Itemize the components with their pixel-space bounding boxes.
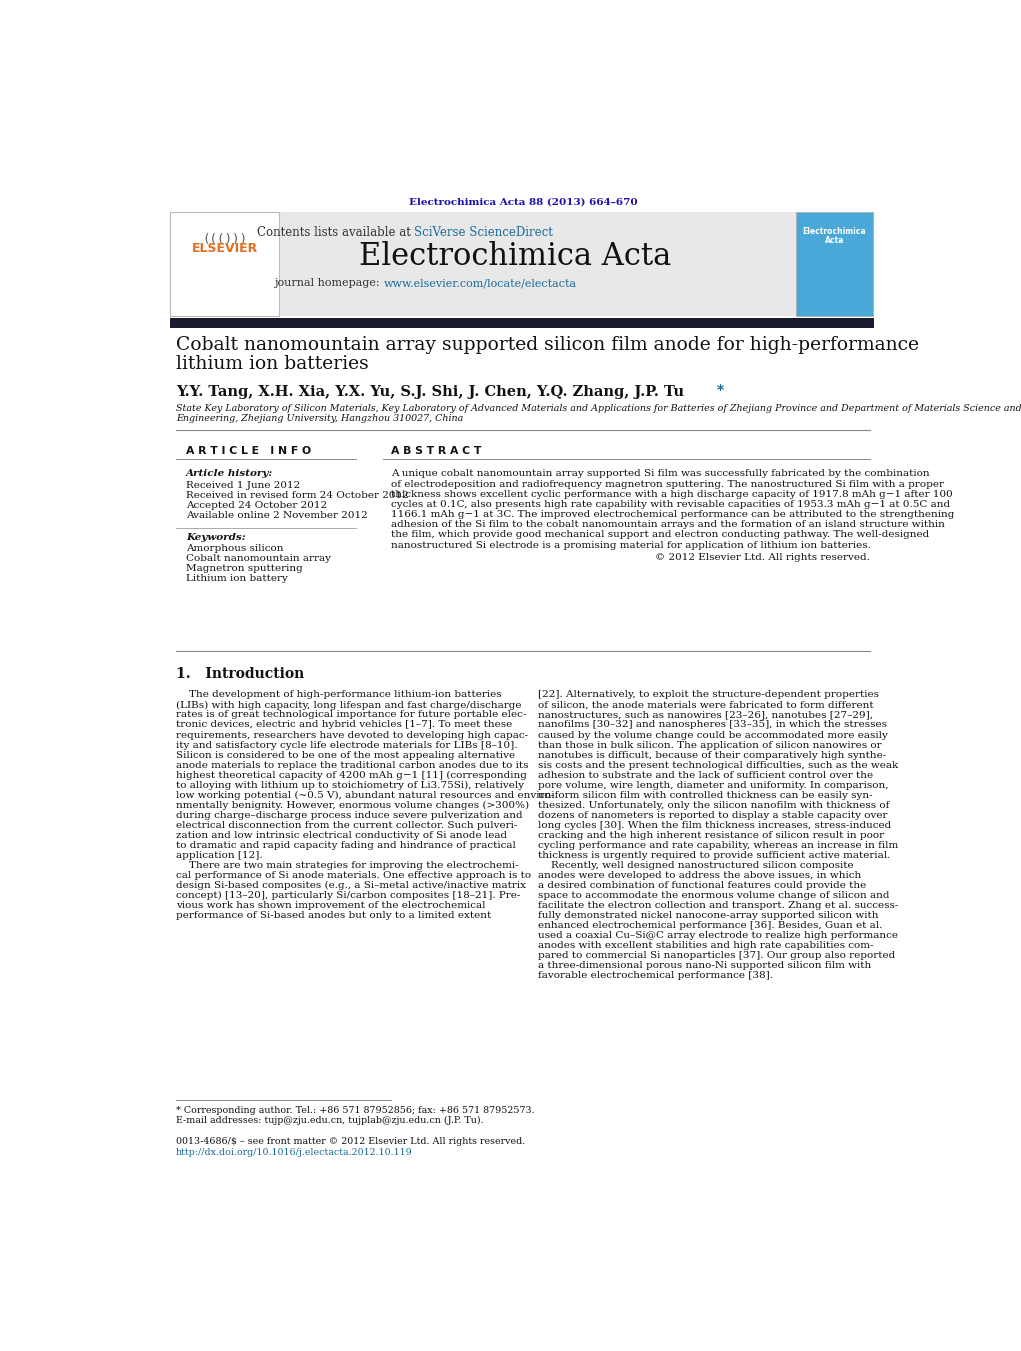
Text: http://dx.doi.org/10.1016/j.electacta.2012.10.119: http://dx.doi.org/10.1016/j.electacta.20… (176, 1148, 412, 1156)
FancyBboxPatch shape (171, 212, 279, 316)
Text: Acta: Acta (825, 236, 844, 245)
Text: A B S T R A C T: A B S T R A C T (391, 446, 482, 455)
Text: of electrodeposition and radiofrequency magnetron sputtering. The nanostructured: of electrodeposition and radiofrequency … (391, 480, 944, 489)
Text: [22]. Alternatively, to exploit the structure-dependent properties: [22]. Alternatively, to exploit the stru… (538, 690, 879, 700)
Text: vious work has shown improvement of the electrochemical: vious work has shown improvement of the … (176, 901, 485, 909)
Text: (LIBs) with high capacity, long lifespan and fast charge/discharge: (LIBs) with high capacity, long lifespan… (176, 700, 521, 709)
Text: lithium ion batteries: lithium ion batteries (176, 355, 369, 373)
Text: ity and satisfactory cycle life electrode materials for LIBs [8–10].: ity and satisfactory cycle life electrod… (176, 740, 518, 750)
Text: the film, which provide good mechanical support and electron conducting pathway.: the film, which provide good mechanical … (391, 531, 929, 539)
Text: Article history:: Article history: (186, 469, 273, 478)
Text: space to accommodate the enormous volume change of silicon and: space to accommodate the enormous volume… (538, 890, 890, 900)
Text: anode materials to replace the traditional carbon anodes due to its: anode materials to replace the tradition… (176, 761, 528, 770)
Text: Cobalt nanomountain array: Cobalt nanomountain array (186, 554, 331, 563)
Text: Received in revised form 24 October 2012: Received in revised form 24 October 2012 (186, 490, 408, 500)
Text: The development of high-performance lithium-ion batteries: The development of high-performance lith… (176, 690, 501, 700)
Text: of silicon, the anode materials were fabricated to form different: of silicon, the anode materials were fab… (538, 700, 874, 709)
Text: pared to commercial Si nanoparticles [37]. Our group also reported: pared to commercial Si nanoparticles [37… (538, 951, 895, 959)
Text: anodes were developed to address the above issues, in which: anodes were developed to address the abo… (538, 870, 862, 880)
Text: SciVerse ScienceDirect: SciVerse ScienceDirect (415, 227, 553, 239)
Text: performance of Si-based anodes but only to a limited extent: performance of Si-based anodes but only … (176, 911, 491, 920)
Text: A R T I C L E   I N F O: A R T I C L E I N F O (186, 446, 310, 455)
Text: nanostructures, such as nanowires [23–26], nanotubes [27–29],: nanostructures, such as nanowires [23–26… (538, 711, 873, 720)
Text: than those in bulk silicon. The application of silicon nanowires or: than those in bulk silicon. The applicat… (538, 740, 882, 750)
Text: cal performance of Si anode materials. One effective approach is to: cal performance of Si anode materials. O… (176, 870, 531, 880)
Text: low working potential (~0.5 V), abundant natural resources and enviro-: low working potential (~0.5 V), abundant… (176, 790, 554, 800)
Text: 1166.1 mAh g−1 at 3C. The improved electrochemical performance can be attributed: 1166.1 mAh g−1 at 3C. The improved elect… (391, 511, 955, 519)
Text: concept) [13–20], particularly Si/carbon composites [18–21]. Pre-: concept) [13–20], particularly Si/carbon… (176, 890, 520, 900)
Text: zation and low intrinsic electrical conductivity of Si anode lead: zation and low intrinsic electrical cond… (176, 831, 506, 839)
Text: *: * (717, 384, 724, 397)
Text: Electrochimica: Electrochimica (803, 227, 866, 236)
Text: ((())): ((())) (202, 232, 247, 246)
Text: dozens of nanometers is reported to display a stable capacity over: dozens of nanometers is reported to disp… (538, 811, 888, 820)
Text: A unique cobalt nanomountain array supported Si film was successfully fabricated: A unique cobalt nanomountain array suppo… (391, 469, 930, 478)
Text: uniform silicon film with controlled thickness can be easily syn-: uniform silicon film with controlled thi… (538, 790, 873, 800)
Text: highest theoretical capacity of 4200 mAh g−1 [11] (corresponding: highest theoretical capacity of 4200 mAh… (176, 770, 527, 780)
Text: favorable electrochemical performance [38].: favorable electrochemical performance [3… (538, 971, 773, 979)
Text: journal homepage:: journal homepage: (275, 278, 383, 288)
Text: nanotubes is difficult, because of their comparatively high synthe-: nanotubes is difficult, because of their… (538, 751, 886, 759)
Text: enhanced electrochemical performance [36]. Besides, Guan et al.: enhanced electrochemical performance [36… (538, 920, 883, 929)
Text: used a coaxial Cu–Si@C array electrode to realize high performance: used a coaxial Cu–Si@C array electrode t… (538, 931, 898, 940)
Text: Lithium ion battery: Lithium ion battery (186, 574, 288, 584)
Text: thesized. Unfortunately, only the silicon nanofilm with thickness of: thesized. Unfortunately, only the silico… (538, 801, 889, 809)
Text: cracking and the high inherent resistance of silicon result in poor: cracking and the high inherent resistanc… (538, 831, 884, 839)
Text: nanostructured Si electrode is a promising material for application of lithium i: nanostructured Si electrode is a promisi… (391, 540, 871, 550)
Text: a desired combination of functional features could provide the: a desired combination of functional feat… (538, 881, 867, 890)
Text: application [12].: application [12]. (176, 851, 262, 859)
Text: Accepted 24 October 2012: Accepted 24 October 2012 (186, 501, 327, 511)
Text: Keywords:: Keywords: (186, 534, 245, 542)
Text: caused by the volume change could be accommodated more easily: caused by the volume change could be acc… (538, 731, 888, 739)
Text: Amorphous silicon: Amorphous silicon (186, 544, 283, 553)
Text: a three-dimensional porous nano-Ni supported silicon film with: a three-dimensional porous nano-Ni suppo… (538, 961, 872, 970)
Text: electrical disconnection from the current collector. Such pulveri-: electrical disconnection from the curren… (176, 820, 517, 830)
Text: Silicon is considered to be one of the most appealing alternative: Silicon is considered to be one of the m… (176, 751, 515, 759)
Text: Y.Y. Tang, X.H. Xia, Y.X. Yu, S.J. Shi, J. Chen, Y.Q. Zhang, J.P. Tu: Y.Y. Tang, X.H. Xia, Y.X. Yu, S.J. Shi, … (176, 385, 684, 399)
Text: long cycles [30]. When the film thickness increases, stress-induced: long cycles [30]. When the film thicknes… (538, 820, 891, 830)
Text: sis costs and the present technological difficulties, such as the weak: sis costs and the present technological … (538, 761, 898, 770)
Text: © 2012 Elsevier Ltd. All rights reserved.: © 2012 Elsevier Ltd. All rights reserved… (655, 553, 870, 562)
Text: rates is of great technological importance for future portable elec-: rates is of great technological importan… (176, 711, 526, 720)
Text: facilitate the electron collection and transport. Zhang et al. success-: facilitate the electron collection and t… (538, 901, 898, 909)
Text: tronic devices, electric and hybrid vehicles [1–7]. To meet these: tronic devices, electric and hybrid vehi… (176, 720, 512, 730)
Text: pore volume, wire length, diameter and uniformity. In comparison,: pore volume, wire length, diameter and u… (538, 781, 889, 789)
Text: Available online 2 November 2012: Available online 2 November 2012 (186, 511, 368, 520)
Text: nanofilms [30–32] and nanospheres [33–35], in which the stresses: nanofilms [30–32] and nanospheres [33–35… (538, 720, 887, 730)
Text: during charge–discharge process induce severe pulverization and: during charge–discharge process induce s… (176, 811, 523, 820)
Text: Received 1 June 2012: Received 1 June 2012 (186, 481, 300, 490)
Text: Electrochimica Acta 88 (2013) 664–670: Electrochimica Acta 88 (2013) 664–670 (409, 197, 638, 207)
Text: There are two main strategies for improving the electrochemi-: There are two main strategies for improv… (176, 861, 519, 870)
Text: thickness shows excellent cyclic performance with a high discharge capacity of 1: thickness shows excellent cyclic perform… (391, 490, 953, 499)
Text: * Corresponding author. Tel.: +86 571 87952856; fax: +86 571 87952573.: * Corresponding author. Tel.: +86 571 87… (176, 1106, 534, 1116)
Text: cycles at 0.1C, also presents high rate capability with revisable capacities of : cycles at 0.1C, also presents high rate … (391, 500, 951, 509)
Text: anodes with excellent stabilities and high rate capabilities com-: anodes with excellent stabilities and hi… (538, 940, 874, 950)
FancyBboxPatch shape (171, 317, 874, 328)
Text: Contents lists available at: Contents lists available at (256, 227, 415, 239)
Text: adhesion to substrate and the lack of sufficient control over the: adhesion to substrate and the lack of su… (538, 770, 874, 780)
Text: Electrochimica Acta: Electrochimica Acta (359, 240, 671, 272)
Text: cycling performance and rate capability, whereas an increase in film: cycling performance and rate capability,… (538, 840, 898, 850)
Text: Magnetron sputtering: Magnetron sputtering (186, 565, 302, 573)
Text: E-mail addresses: tujp@zju.edu.cn, tujplab@zju.edu.cn (J.P. Tu).: E-mail addresses: tujp@zju.edu.cn, tujpl… (176, 1116, 483, 1125)
FancyBboxPatch shape (795, 212, 873, 316)
Text: ELSEVIER: ELSEVIER (191, 242, 257, 255)
Text: State Key Laboratory of Silicon Materials, Key Laboratory of Advanced Materials : State Key Laboratory of Silicon Material… (176, 404, 1021, 413)
Text: design Si-based composites (e.g., a Si–metal active/inactive matrix: design Si-based composites (e.g., a Si–m… (176, 881, 526, 890)
Text: Engineering, Zhejiang University, Hangzhou 310027, China: Engineering, Zhejiang University, Hangzh… (176, 413, 463, 423)
FancyBboxPatch shape (171, 212, 874, 316)
Text: Recently, well designed nanostructured silicon composite: Recently, well designed nanostructured s… (538, 861, 854, 870)
Text: nmentally benignity. However, enormous volume changes (>300%): nmentally benignity. However, enormous v… (176, 801, 529, 809)
Text: requirements, researchers have devoted to developing high capac-: requirements, researchers have devoted t… (176, 731, 528, 739)
Text: 0013-4686/$ – see front matter © 2012 Elsevier Ltd. All rights reserved.: 0013-4686/$ – see front matter © 2012 El… (176, 1138, 525, 1146)
Text: www.elsevier.com/locate/electacta: www.elsevier.com/locate/electacta (383, 278, 577, 288)
Text: to dramatic and rapid capacity fading and hindrance of practical: to dramatic and rapid capacity fading an… (176, 840, 516, 850)
Text: to alloying with lithium up to stoichiometry of Li3.75Si), relatively: to alloying with lithium up to stoichiom… (176, 781, 524, 789)
Text: 1.   Introduction: 1. Introduction (176, 667, 304, 681)
Text: adhesion of the Si film to the cobalt nanomountain arrays and the formation of a: adhesion of the Si film to the cobalt na… (391, 520, 945, 530)
Text: Cobalt nanomountain array supported silicon film anode for high-performance: Cobalt nanomountain array supported sili… (176, 336, 919, 354)
Text: fully demonstrated nickel nanocone-array supported silicon with: fully demonstrated nickel nanocone-array… (538, 911, 879, 920)
Text: thickness is urgently required to provide sufficient active material.: thickness is urgently required to provid… (538, 851, 890, 859)
